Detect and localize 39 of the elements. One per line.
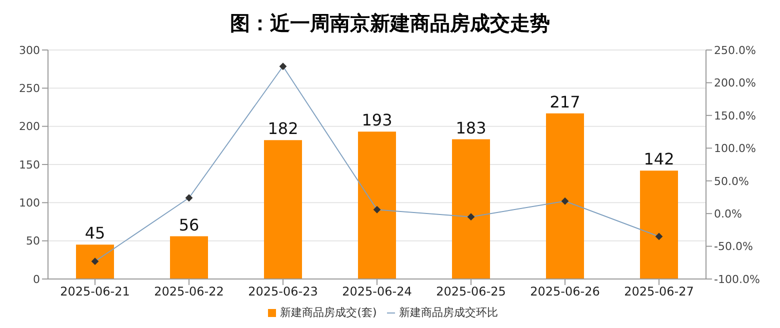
- legend-label: 新建商品房成交环比: [398, 306, 498, 319]
- y-tick-label: 250: [19, 82, 40, 96]
- y2-tick-label: -50.0%: [714, 240, 753, 254]
- x-tick-label: 2025-06-24: [342, 284, 412, 299]
- y2-tick-label: 100.0%: [714, 142, 756, 156]
- y2-tick-label: 0.0%: [714, 207, 742, 220]
- x-tick-label: 2025-06-27: [624, 284, 694, 299]
- data-label: 142: [644, 150, 674, 169]
- data-label: 217: [550, 92, 580, 112]
- x-tick-label: 2025-06-22: [154, 284, 224, 299]
- x-tick-label: 2025-06-26: [530, 284, 600, 299]
- y-tick-label: 200: [19, 120, 40, 134]
- y-tick-label: 150: [19, 158, 40, 172]
- chart-title: 图：近一周南京新建商品房成交走势: [229, 10, 551, 37]
- y2-tick-label: 50.0%: [714, 174, 749, 188]
- y2-tick-label: 150.0%: [714, 109, 756, 122]
- y-tick-label: 100: [19, 196, 40, 210]
- y-tick-label: 0: [33, 272, 40, 286]
- bar: [264, 140, 302, 279]
- y2-tick-label: 200.0%: [714, 76, 756, 90]
- data-label: 182: [268, 119, 298, 138]
- bar: [546, 113, 584, 279]
- bar: [640, 170, 678, 279]
- x-tick-label: 2025-06-21: [60, 284, 130, 299]
- x-tick-label: 2025-06-23: [248, 284, 318, 299]
- bar: [452, 139, 490, 279]
- y-tick-label: 300: [19, 44, 40, 57]
- y2-tick-label: -100.0%: [714, 272, 760, 286]
- bar: [358, 132, 396, 279]
- y-tick-label: 50: [26, 234, 40, 248]
- y2-tick-label: 250.0%: [714, 44, 756, 57]
- data-label: 56: [178, 215, 200, 234]
- bar: [170, 236, 208, 279]
- x-tick-label: 2025-06-25: [436, 284, 506, 299]
- bar: [76, 244, 114, 279]
- legend-label: 新建商品房成交(套): [280, 306, 377, 319]
- data-label: 193: [362, 110, 392, 130]
- data-label: 183: [456, 118, 486, 138]
- data-label: 45: [84, 224, 106, 243]
